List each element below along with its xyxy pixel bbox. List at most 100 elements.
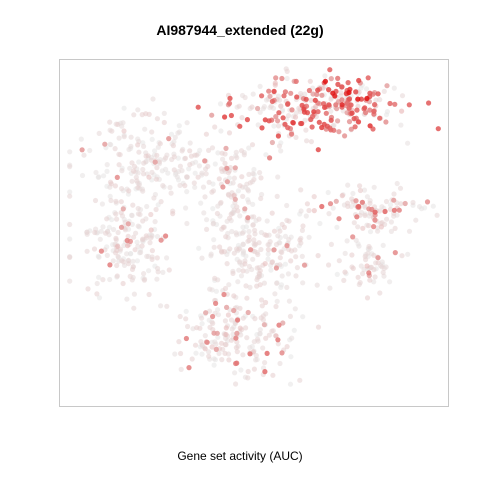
data-point	[183, 205, 189, 211]
data-point	[269, 210, 275, 216]
data-point	[363, 257, 369, 263]
data-point	[311, 208, 317, 214]
data-point	[392, 250, 398, 256]
data-point	[328, 96, 334, 102]
data-point	[104, 168, 110, 174]
chart-title: AI987944_extended (22g)	[156, 22, 324, 38]
data-point	[276, 110, 282, 116]
data-point	[293, 110, 299, 116]
data-point	[167, 184, 173, 191]
data-point	[306, 87, 312, 94]
data-point	[259, 303, 265, 309]
data-point	[248, 247, 254, 253]
data-point	[139, 243, 145, 249]
data-point	[96, 254, 102, 260]
data-point	[119, 168, 125, 174]
data-point	[265, 242, 271, 248]
data-point	[107, 276, 113, 283]
data-point	[213, 346, 219, 352]
data-point	[67, 221, 73, 228]
data-point	[350, 234, 356, 240]
data-point	[199, 255, 205, 261]
data-point	[371, 267, 377, 273]
data-point	[285, 271, 291, 277]
data-point	[243, 283, 249, 289]
data-point	[212, 161, 218, 167]
data-point	[383, 119, 389, 125]
data-point	[115, 243, 121, 249]
data-point	[264, 218, 270, 224]
data-point	[311, 109, 317, 115]
data-point	[154, 276, 160, 282]
data-point	[335, 75, 341, 81]
data-point	[237, 183, 243, 189]
data-point	[210, 206, 216, 212]
data-point	[176, 123, 182, 129]
data-point	[250, 201, 256, 207]
data-point	[234, 155, 240, 161]
data-point	[211, 244, 217, 250]
data-point	[303, 96, 309, 102]
data-point	[275, 337, 281, 343]
data-point	[108, 197, 114, 204]
data-point	[363, 86, 370, 92]
data-point	[281, 224, 287, 230]
data-point	[354, 107, 360, 113]
data-point	[203, 171, 209, 177]
data-point	[240, 248, 246, 254]
data-point	[392, 101, 398, 107]
data-point	[273, 265, 279, 271]
data-point	[273, 75, 279, 81]
data-point	[265, 247, 271, 253]
data-point	[134, 258, 140, 264]
data-point	[227, 95, 233, 101]
data-point	[245, 186, 251, 193]
data-point	[202, 194, 208, 200]
data-point	[270, 372, 276, 378]
data-point	[240, 315, 246, 321]
data-point	[236, 267, 242, 273]
data-point	[135, 223, 141, 229]
data-point	[119, 186, 125, 192]
data-point	[132, 247, 138, 253]
data-point	[402, 200, 408, 207]
data-point	[92, 229, 98, 236]
data-point	[356, 243, 362, 249]
data-point	[128, 250, 134, 257]
data-point	[135, 185, 141, 191]
data-point	[179, 168, 185, 174]
data-point	[384, 109, 390, 115]
data-point	[280, 320, 286, 326]
data-point	[114, 262, 120, 269]
data-point	[247, 180, 253, 186]
data-point	[312, 97, 318, 103]
data-point	[240, 241, 246, 247]
data-point	[115, 253, 121, 260]
data-point	[182, 155, 188, 161]
data-point	[279, 107, 286, 113]
data-point	[345, 80, 351, 86]
data-point	[357, 187, 363, 194]
data-point	[98, 248, 104, 254]
data-point	[269, 98, 275, 104]
data-point	[358, 263, 364, 269]
data-point	[235, 279, 241, 285]
data-point	[244, 268, 250, 274]
data-point	[228, 112, 234, 119]
data-point	[263, 335, 269, 341]
data-point	[130, 202, 136, 208]
data-point	[209, 112, 215, 118]
data-point	[133, 230, 139, 236]
data-point	[396, 207, 402, 213]
data-point	[222, 114, 228, 120]
data-point	[228, 317, 235, 323]
data-point	[394, 180, 400, 187]
data-point	[182, 183, 188, 189]
data-point	[111, 226, 117, 233]
data-point	[391, 207, 397, 213]
data-point	[168, 190, 174, 196]
data-point	[107, 141, 113, 147]
data-point	[288, 90, 294, 96]
data-point	[339, 102, 345, 108]
data-point	[126, 188, 132, 194]
